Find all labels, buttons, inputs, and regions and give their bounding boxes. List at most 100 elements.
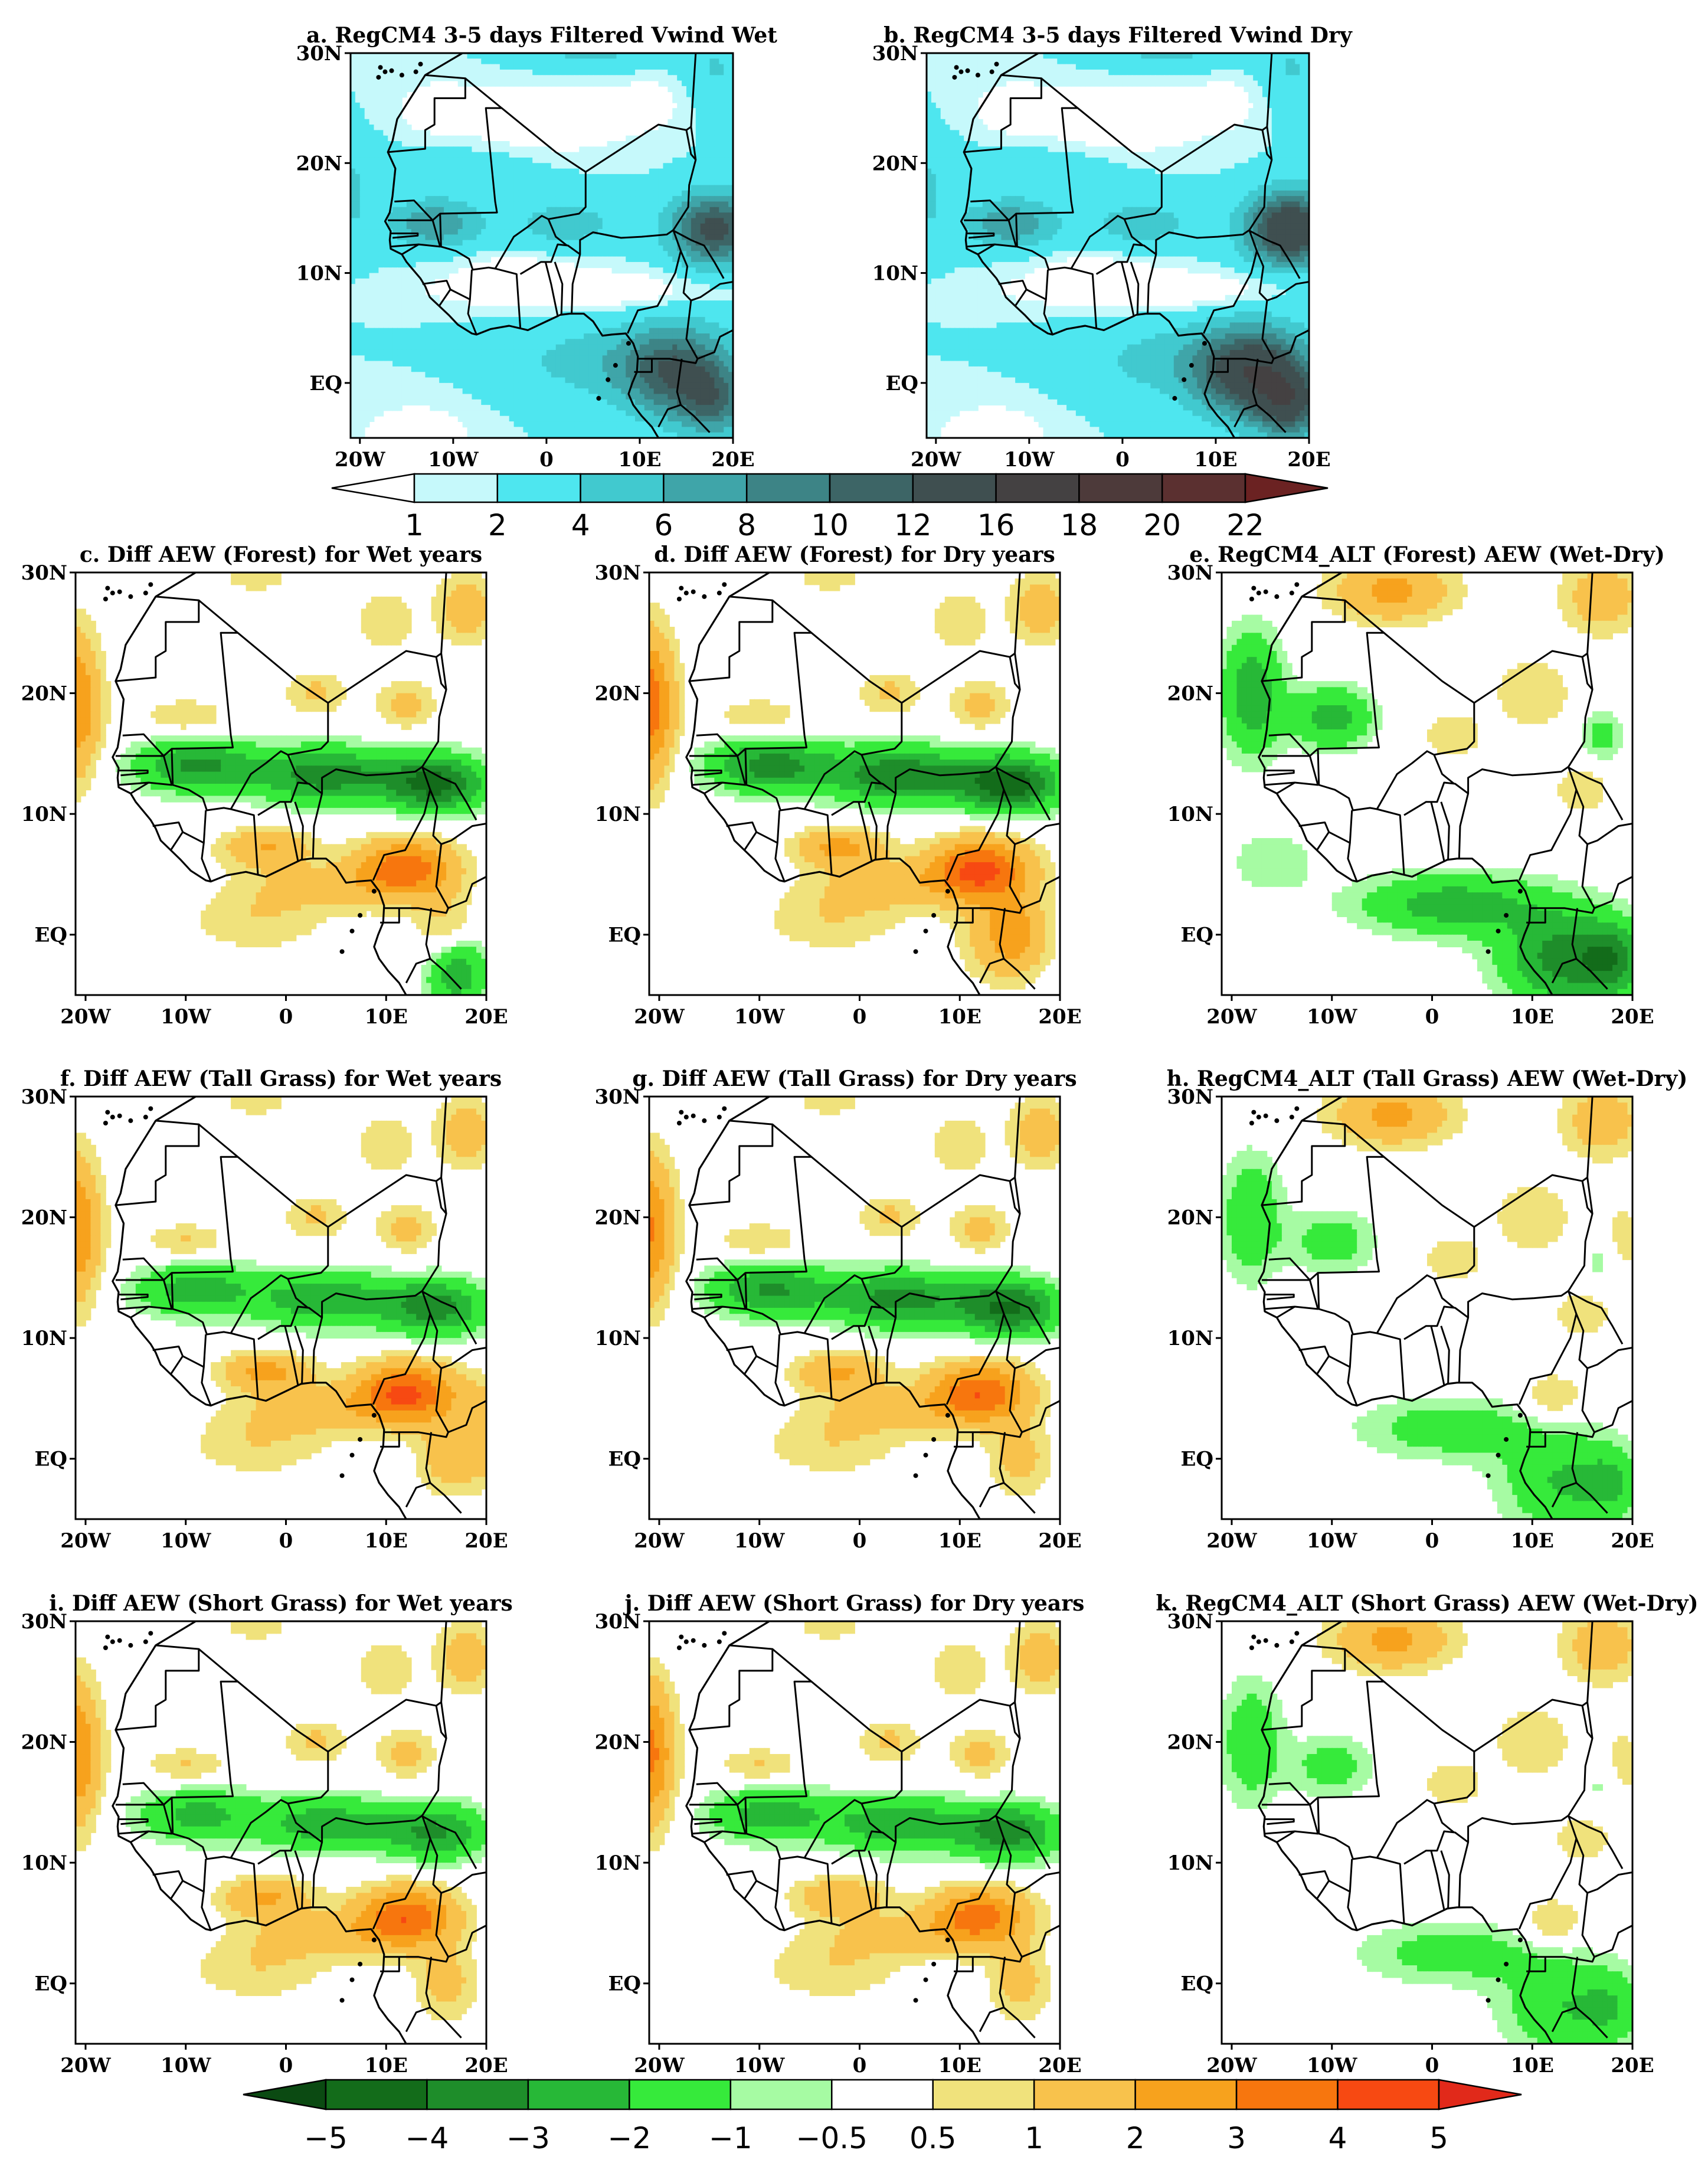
panel-title-c: c. Diff AEW (Forest) for Wet years xyxy=(80,542,482,567)
country-border xyxy=(1518,1837,1632,1930)
island xyxy=(43,1263,48,1268)
country-border xyxy=(627,250,733,334)
country-border xyxy=(230,1857,259,1923)
island xyxy=(679,1634,684,1640)
country-border xyxy=(547,218,568,247)
country-border xyxy=(755,831,786,882)
country-border xyxy=(1376,1332,1405,1399)
lon-tick-label: 10W xyxy=(161,1529,211,1553)
country-border xyxy=(755,1880,786,1931)
island xyxy=(1249,597,1254,602)
colorbar-swatch xyxy=(413,473,499,503)
panel-title-d: d. Diff AEW (Forest) for Dry years xyxy=(654,542,1055,567)
lon-tick-label: 10E xyxy=(618,448,661,472)
lat-tick-label: EQ xyxy=(309,372,342,395)
island xyxy=(716,590,722,595)
country-border xyxy=(1530,1400,1632,1438)
country-border xyxy=(182,831,212,882)
country-border xyxy=(372,1313,486,1405)
colorbar-label: −3 xyxy=(506,2121,550,2155)
colorbar-swatch xyxy=(1161,473,1246,503)
country-border xyxy=(685,300,699,359)
island xyxy=(702,1118,707,1123)
political-boundaries-c xyxy=(43,572,486,995)
lat-tick-label: 30N xyxy=(1167,1610,1213,1634)
country-border xyxy=(957,876,1060,914)
lon-tick-label: 10E xyxy=(1194,448,1237,472)
colorbar-label: −0.5 xyxy=(796,2121,868,2155)
country-border xyxy=(858,1850,873,1910)
island xyxy=(1249,1121,1254,1126)
lon-tick-label: 0 xyxy=(279,1529,293,1553)
island xyxy=(1517,889,1523,894)
country-border xyxy=(1015,107,1163,271)
lon-tick-label: 10W xyxy=(734,1005,785,1029)
country-border xyxy=(691,1818,722,1825)
lat-tick-label: 10N xyxy=(21,803,67,826)
island xyxy=(1256,1639,1261,1644)
island xyxy=(931,1436,937,1442)
lat-tick-label: EQ xyxy=(885,372,918,395)
country-border xyxy=(1261,1279,1319,1310)
map-frame xyxy=(648,1620,1061,2045)
colorbar-label: 0.5 xyxy=(909,2121,957,2155)
country-border xyxy=(1120,261,1135,316)
country-border xyxy=(294,1850,304,1909)
island xyxy=(117,589,122,594)
map-panel-g: g. Diff AEW (Tall Grass) for Dry years30… xyxy=(595,1066,1082,1553)
country-border xyxy=(680,404,711,433)
country-border xyxy=(130,781,149,794)
country-border xyxy=(1009,844,1023,909)
country-border xyxy=(1009,1893,1023,1958)
island xyxy=(1517,1413,1523,1418)
country-border xyxy=(1317,632,1475,811)
contour-field-h xyxy=(1222,1097,1632,1519)
island xyxy=(1485,949,1491,954)
map-frame xyxy=(74,571,487,996)
country-border xyxy=(998,280,1028,307)
lon-tick-label: 10W xyxy=(1307,1005,1357,1029)
country-border xyxy=(966,233,995,239)
country-border xyxy=(1317,1681,1475,1860)
country-border xyxy=(964,74,1042,153)
country-border xyxy=(115,595,200,682)
country-border xyxy=(1349,810,1353,843)
island xyxy=(1195,751,1199,756)
political-boundaries-e xyxy=(1189,572,1632,995)
island xyxy=(626,341,631,346)
country-border xyxy=(1009,1368,1023,1433)
country-border xyxy=(1213,329,1309,364)
island xyxy=(676,1121,682,1126)
island xyxy=(607,1776,611,1781)
country-border xyxy=(868,801,878,860)
colorbar-label: 12 xyxy=(894,508,932,542)
lat-tick-label: 20N xyxy=(1167,1731,1213,1755)
country-border xyxy=(954,1956,974,1972)
colorbar-swatch xyxy=(1134,2079,1238,2110)
country-border xyxy=(1003,2007,1036,2038)
island xyxy=(128,594,133,599)
country-border xyxy=(1123,218,1144,247)
lat-tick-label: 30N xyxy=(1167,561,1213,585)
island xyxy=(1485,1998,1491,2003)
country-border xyxy=(954,908,974,924)
country-border xyxy=(519,243,581,314)
colorbar-label: −2 xyxy=(608,2121,652,2155)
lat-tick-label: 20N xyxy=(21,682,67,706)
country-border xyxy=(954,1432,974,1448)
country-border xyxy=(1276,781,1295,794)
country-border xyxy=(115,1804,173,1835)
lon-tick-label: 20E xyxy=(1038,1529,1081,1553)
country-border xyxy=(1526,908,1546,924)
lon-tick-label: 20E xyxy=(1611,1529,1654,1553)
lon-tick-label: 20E xyxy=(1611,2054,1654,2077)
lat-tick-label: 10N xyxy=(1167,803,1213,826)
island xyxy=(1189,739,1194,744)
map-frame xyxy=(349,52,734,439)
island xyxy=(945,1938,950,1943)
country-border xyxy=(1003,1482,1036,1514)
lat-tick-label: 30N xyxy=(595,1610,641,1634)
lon-tick-label: 10E xyxy=(938,1005,981,1029)
island xyxy=(691,1638,696,1643)
island xyxy=(43,739,48,744)
